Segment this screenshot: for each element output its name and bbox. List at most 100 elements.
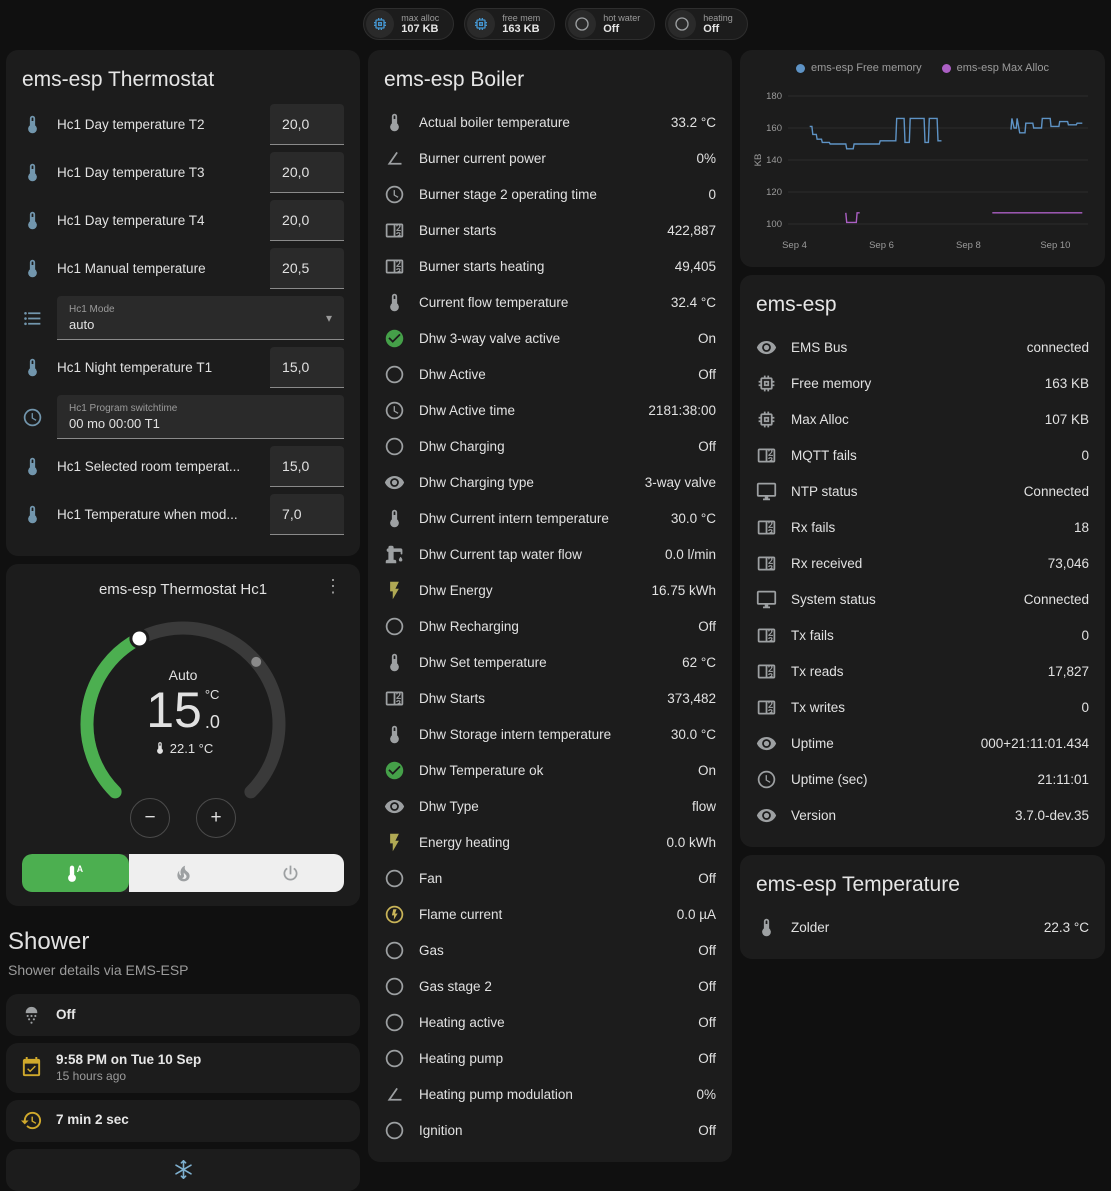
entity-row[interactable]: Actual boiler temperature 33.2 °C (384, 104, 716, 140)
entity-row[interactable]: Dhw Energy 16.75 kWh (384, 572, 716, 608)
entity-row[interactable]: Hc1 Manual temperature 20,5 (22, 248, 345, 289)
entity-row[interactable]: Rx fails 18 (756, 509, 1089, 545)
shower-tile[interactable]: 9:58 PM on Tue 10 Sep 15 hours ago (6, 1043, 361, 1093)
legend-item[interactable]: ems-esp Max Alloc (941, 62, 1049, 74)
entity-row[interactable]: Dhw Temperature ok On (384, 752, 716, 788)
more-options-icon[interactable]: ⋮ (324, 576, 343, 596)
entity-row[interactable]: Burner starts 422,887 (384, 212, 716, 248)
entity-row[interactable]: EMS Bus connected (756, 329, 1089, 365)
entity-row[interactable]: Heating active Off (384, 1004, 716, 1040)
entity-row[interactable]: Heating pump modulation 0% (384, 1076, 716, 1112)
shower-tile[interactable]: Off (6, 994, 361, 1036)
entity-row[interactable]: Flame current 0.0 µA (384, 896, 716, 932)
entity-row[interactable]: Rx received 73,046 (756, 545, 1089, 581)
shower-tile[interactable]: 7 min 2 sec (6, 1099, 361, 1142)
badge-value: 107 KB (401, 22, 439, 35)
entity-row[interactable]: Zolder 22.3 °C (756, 909, 1089, 945)
entity-row[interactable]: Gas stage 2 Off (384, 968, 716, 1004)
entity-row[interactable]: NTP status Connected (756, 473, 1089, 509)
current-temperature: 22.1 °C (153, 741, 213, 756)
legend-dot (941, 63, 951, 73)
entity-value: 0 (1081, 447, 1089, 463)
entity-row[interactable]: Dhw Charging Off (384, 428, 716, 464)
thermostat-hc1-card: ems-esp Thermostat Hc1 ⋮ Auto 15 °C .0 (6, 564, 361, 906)
entity-row[interactable]: Gas Off (384, 932, 716, 968)
entity-row[interactable]: Dhw Recharging Off (384, 608, 716, 644)
badge-label: heating (703, 12, 733, 23)
entity-row[interactable]: MQTT fails 0 (756, 437, 1089, 473)
entity-row[interactable]: Tx fails 0 (756, 617, 1089, 653)
entity-row[interactable]: Dhw Charging type 3-way valve (384, 464, 716, 500)
entity-row[interactable]: Dhw Current intern temperature 30.0 °C (384, 500, 716, 536)
number-input[interactable]: 15,0 (270, 347, 345, 388)
shower-icon (20, 1004, 43, 1027)
entity-row[interactable]: Tx writes 0 (756, 689, 1089, 725)
entity-row[interactable]: Hc1 Mode auto ▾ (22, 296, 345, 340)
thermostat-dial[interactable]: Auto 15 °C .0 22.1 °C (65, 606, 301, 842)
mode-select[interactable]: Hc1 Mode auto ▾ (57, 296, 345, 340)
entity-row[interactable]: Dhw Storage intern temperature 30.0 °C (384, 716, 716, 752)
entity-row[interactable]: Burner stage 2 operating time 0 (384, 176, 716, 212)
entity-row[interactable]: Hc1 Day temperature T4 20,0 (22, 200, 345, 241)
entity-value: 33.2 °C (670, 114, 716, 130)
entity-row[interactable]: Uptime 000+21:11:01.434 (756, 725, 1089, 761)
field-value: auto (69, 316, 95, 332)
badge-free-mem[interactable]: free mem 163 KB (464, 8, 556, 40)
shower-tile[interactable] (6, 1148, 361, 1191)
entity-row[interactable]: Hc1 Night temperature T1 15,0 (22, 347, 345, 388)
number-input[interactable]: 20,0 (270, 104, 345, 145)
entity-row[interactable]: Hc1 Selected room temperat... 15,0 (22, 446, 345, 487)
entity-row[interactable]: Version 3.7.0-dev.35 (756, 797, 1089, 833)
entity-row[interactable]: Dhw Current tap water flow 0.0 l/min (384, 536, 716, 572)
clock-icon (384, 184, 405, 205)
badge-value: Off (603, 22, 620, 35)
increase-temperature-button[interactable]: + (196, 798, 237, 838)
entity-row[interactable]: Hc1 Temperature when mod... 7,0 (22, 494, 345, 535)
number-input[interactable]: 20,0 (270, 152, 345, 193)
entity-row[interactable]: Ignition Off (384, 1112, 716, 1148)
entity-row[interactable]: Tx reads 17,827 (756, 653, 1089, 689)
entity-row[interactable]: Hc1 Day temperature T2 20,0 (22, 104, 345, 145)
badge-hot-water[interactable]: hot water Off (565, 8, 656, 40)
entity-row[interactable]: Burner starts heating 49,405 (384, 248, 716, 284)
hvac-mode-off-button[interactable] (236, 854, 345, 892)
entity-row[interactable]: Hc1 Program switchtime 00 mo 00:00 T1 (22, 395, 345, 439)
entity-row[interactable]: Burner current power 0% (384, 140, 716, 176)
badge-max-alloc[interactable]: max alloc 107 KB (363, 8, 455, 40)
hvac-mode-heat-button[interactable] (129, 854, 237, 892)
tile-title: 9:58 PM on Tue 10 Sep (56, 1052, 202, 1067)
entity-value: 422,887 (667, 222, 716, 238)
legend-item[interactable]: ems-esp Free memory (796, 62, 922, 74)
entity-value: flow (691, 798, 716, 814)
entity-label: Max Alloc (791, 411, 849, 427)
entity-row[interactable]: Dhw Active Off (384, 356, 716, 392)
entity-row[interactable]: Dhw Type flow (384, 788, 716, 824)
entity-row[interactable]: Max Alloc 107 KB (756, 401, 1089, 437)
badge-heating[interactable]: heating Off (665, 8, 748, 40)
entity-row[interactable]: Dhw 3-way valve active On (384, 320, 716, 356)
entity-row[interactable]: Hc1 Day temperature T3 20,0 (22, 152, 345, 193)
entity-row[interactable]: Dhw Starts 373,482 (384, 680, 716, 716)
switchtime-input[interactable]: Hc1 Program switchtime 00 mo 00:00 T1 (57, 395, 345, 439)
entity-value: 0.0 kWh (666, 834, 716, 850)
entity-row[interactable]: Heating pump Off (384, 1040, 716, 1076)
number-input[interactable]: 20,0 (270, 200, 345, 241)
entity-label: Rx fails (791, 519, 836, 535)
number-input[interactable]: 15,0 (270, 446, 345, 487)
number-input[interactable]: 7,0 (270, 494, 345, 535)
entity-row[interactable]: Energy heating 0.0 kWh (384, 824, 716, 860)
entity-row[interactable]: Free memory 163 KB (756, 365, 1089, 401)
entity-row[interactable]: Current flow temperature 32.4 °C (384, 284, 716, 320)
decrease-temperature-button[interactable]: − (130, 798, 171, 838)
entity-row[interactable]: Dhw Set temperature 62 °C (384, 644, 716, 680)
hvac-mode-auto-button[interactable]: A (22, 854, 130, 892)
target-temperature-decimal: .0 (204, 711, 220, 732)
entity-row[interactable]: System status Connected (756, 581, 1089, 617)
entity-row[interactable]: Dhw Active time 2181:38:00 (384, 392, 716, 428)
number-input[interactable]: 20,5 (270, 248, 345, 289)
snowflake-icon (172, 1158, 195, 1181)
hc1-card-header: ems-esp Thermostat Hc1 ⋮ (22, 576, 344, 602)
entity-row[interactable]: Fan Off (384, 860, 716, 896)
emsesp-entity-rows: EMS Bus connected Free memory 163 KB Max All… (756, 329, 1089, 833)
entity-row[interactable]: Uptime (sec) 21:11:01 (756, 761, 1089, 797)
